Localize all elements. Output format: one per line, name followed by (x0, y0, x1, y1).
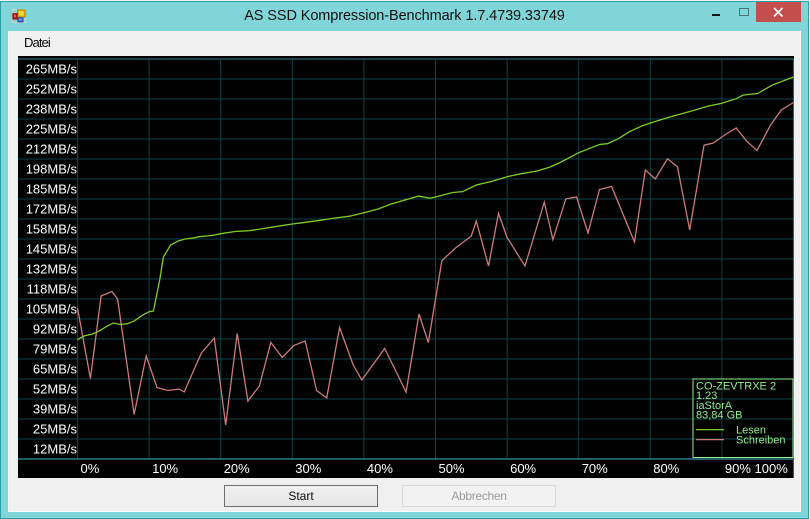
svg-text:92MB/s: 92MB/s (33, 321, 78, 336)
svg-text:10%: 10% (152, 461, 178, 476)
svg-text:132MB/s: 132MB/s (26, 261, 78, 276)
svg-text:252MB/s: 252MB/s (26, 81, 78, 96)
svg-text:Schreiben: Schreiben (736, 434, 786, 446)
svg-text:100%: 100% (755, 461, 789, 476)
svg-text:105MB/s: 105MB/s (26, 301, 78, 316)
svg-text:Lesen: Lesen (736, 424, 766, 436)
svg-text:60%: 60% (510, 461, 536, 476)
svg-text:172MB/s: 172MB/s (26, 201, 78, 216)
svg-text:145MB/s: 145MB/s (26, 241, 78, 256)
svg-text:12MB/s: 12MB/s (33, 441, 78, 456)
svg-text:39MB/s: 39MB/s (33, 401, 78, 416)
svg-text:79MB/s: 79MB/s (33, 341, 78, 356)
svg-text:40%: 40% (367, 461, 393, 476)
svg-text:198MB/s: 198MB/s (26, 161, 78, 176)
svg-text:238MB/s: 238MB/s (26, 101, 78, 116)
svg-text:118MB/s: 118MB/s (27, 281, 78, 296)
svg-text:83,84 GB: 83,84 GB (696, 409, 742, 421)
svg-text:70%: 70% (582, 461, 608, 476)
svg-text:0%: 0% (81, 461, 100, 476)
svg-text:iaStorA: iaStorA (696, 399, 733, 411)
svg-text:90%: 90% (725, 461, 751, 476)
svg-text:30%: 30% (295, 461, 321, 476)
svg-text:225MB/s: 225MB/s (26, 121, 78, 136)
svg-text:1.23: 1.23 (696, 390, 717, 402)
svg-text:50%: 50% (439, 461, 465, 476)
svg-text:158MB/s: 158MB/s (26, 221, 78, 236)
svg-text:CO-ZEVTRXE 2: CO-ZEVTRXE 2 (696, 380, 776, 392)
svg-text:25MB/s: 25MB/s (33, 421, 78, 436)
svg-text:212MB/s: 212MB/s (26, 141, 78, 156)
svg-text:185MB/s: 185MB/s (26, 181, 78, 196)
svg-text:65MB/s: 65MB/s (33, 361, 78, 376)
svg-text:20%: 20% (224, 461, 250, 476)
svg-text:52MB/s: 52MB/s (33, 381, 78, 396)
svg-text:80%: 80% (653, 461, 679, 476)
svg-text:265MB/s: 265MB/s (26, 61, 78, 76)
